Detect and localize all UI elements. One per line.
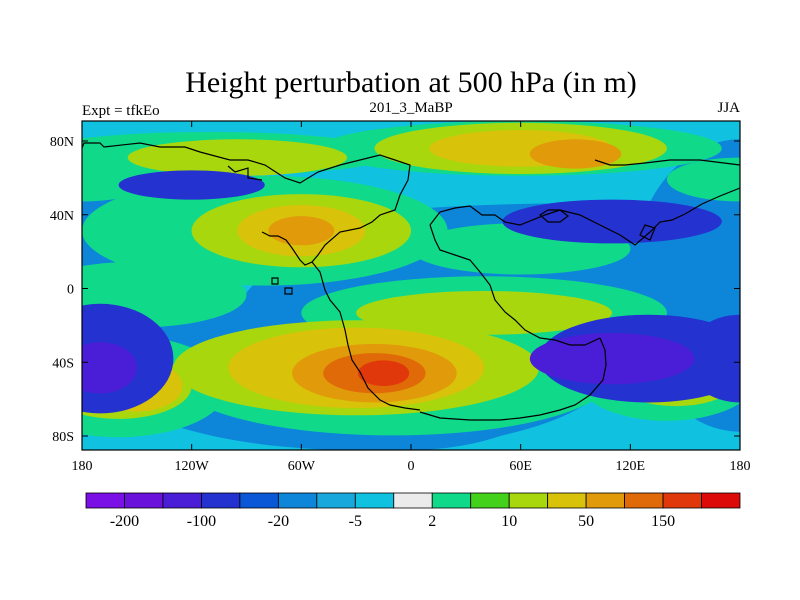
colorbar-swatch (701, 492, 741, 509)
colorbar-swatch (585, 492, 625, 509)
colorbar: -200 -100 -20 -5 2 10 50 150 (85, 492, 741, 530)
y-tick-label: 0 (67, 283, 74, 298)
x-tick-label: 180 (730, 459, 751, 474)
colorbar-swatch (547, 492, 587, 509)
x-tick-label: 60W (288, 459, 316, 474)
subtitle-center: 201_3_MaBP (369, 100, 452, 116)
x-tick-label: 0 (408, 459, 415, 474)
subtitle-left: Expt = tfkEo (82, 103, 160, 119)
field-region-7-2 (502, 199, 722, 244)
subtitle-right: JJA (717, 100, 740, 116)
y-tick-label: 40N (50, 209, 74, 224)
colorbar-swatch (85, 492, 125, 509)
colorbar-swatch (239, 492, 279, 509)
colorbar-swatch (124, 492, 164, 509)
colorbar-label: 10 (501, 513, 517, 530)
field-region-8-0 (529, 333, 695, 385)
colorbar-label: -5 (349, 513, 362, 530)
y-tick-label: 80S (52, 430, 74, 445)
chart-title: Height perturbation at 500 hPa (in m) (185, 66, 637, 99)
field-region-2-0 (127, 139, 348, 176)
x-tick-label: 180 (72, 459, 93, 474)
colorbar-swatch (508, 492, 549, 509)
colorbar-label: -200 (110, 513, 139, 530)
colorbar-swatch (624, 492, 664, 509)
y-tick-label: 80N (50, 135, 74, 150)
field-region-1-3 (666, 157, 740, 202)
axis-ticks: 180 120W 60W 0 60E 120E 180 80N 40N 0 40S 80S (50, 121, 751, 474)
field-region-2-5 (356, 291, 612, 335)
colorbar-swatch (277, 492, 318, 509)
colorbar-swatch (431, 492, 472, 509)
x-tick-label: 120W (175, 459, 210, 474)
colorbar-label: -20 (268, 513, 289, 530)
colorbar-swatch (662, 492, 702, 509)
colorbar-swatch (470, 492, 510, 509)
colorbar-swatch (162, 492, 202, 509)
colorbar-label: 50 (578, 513, 594, 530)
coastline (82, 142, 740, 421)
x-tick-label: 60E (509, 459, 532, 474)
y-tick-label: 40S (52, 356, 74, 371)
x-tick-label: 120E (616, 459, 646, 474)
heatmap-field (82, 121, 740, 450)
field-region-8-1 (82, 342, 137, 394)
colorbar-label: 2 (428, 513, 436, 530)
colorbar-swatch (316, 492, 356, 509)
field-region-6-0 (358, 360, 410, 387)
colorbar-label: -100 (187, 513, 216, 530)
field-region-7-4 (685, 314, 740, 403)
colorbar-swatch (201, 492, 241, 509)
field-region-4-1 (268, 216, 335, 246)
colorbar-label: 150 (651, 513, 675, 530)
field-region-7-3 (118, 170, 265, 200)
colorbar-swatch (393, 492, 433, 509)
colorbar-swatch (354, 492, 395, 509)
